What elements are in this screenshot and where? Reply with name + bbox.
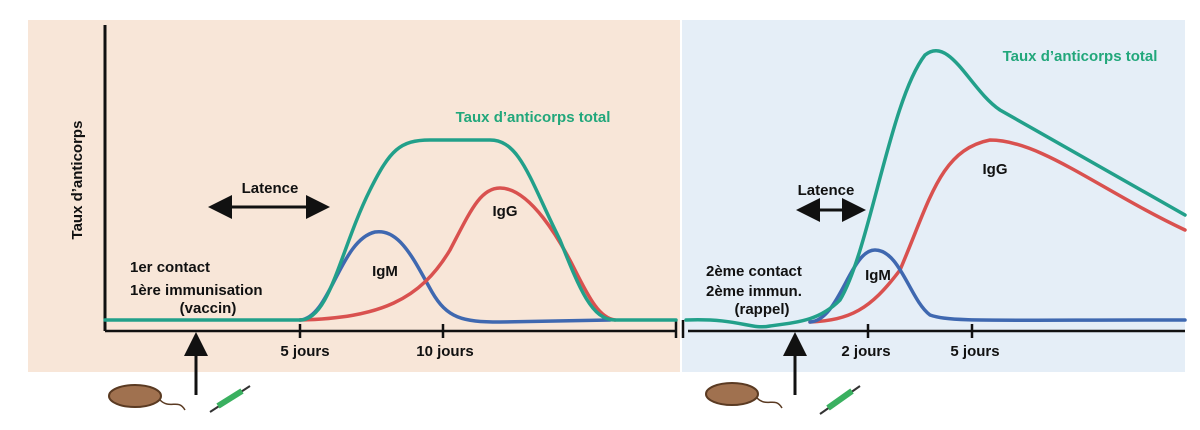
x-tick-label: 2 jours <box>841 343 890 360</box>
x-tick-label: 5 jours <box>280 343 329 360</box>
igg-label: IgG <box>983 161 1008 178</box>
bacterium-icon <box>108 384 186 411</box>
total-curve <box>684 49 1187 329</box>
latency-label: Latence <box>242 180 299 197</box>
syringe-icon <box>819 385 861 415</box>
igm-curve <box>808 248 1187 324</box>
syringe-icon <box>209 385 251 413</box>
bacterium-icon <box>705 382 783 409</box>
x-tick-label: 5 jours <box>950 343 999 360</box>
igg-label: IgG <box>493 203 518 220</box>
igg-curve <box>808 138 1187 324</box>
total-label: Taux d’anticorps total <box>1003 48 1158 65</box>
total-curve <box>103 138 678 322</box>
contact-line: 2ème immun. <box>706 283 802 300</box>
igg-curve <box>298 186 617 322</box>
contact-line: 2ème contact <box>706 263 802 280</box>
secondary-panel <box>682 20 1185 372</box>
latency-label: Latence <box>798 182 855 199</box>
contact-line: 1ère immunisation <box>130 282 263 299</box>
y-axis-label: Taux d’anticorps <box>69 121 86 240</box>
contact-line: (rappel) <box>734 301 789 318</box>
contact-line: (vaccin) <box>180 300 237 317</box>
igm-label: IgM <box>372 263 398 280</box>
contact-line: 1er contact <box>130 259 210 276</box>
x-tick-label: 10 jours <box>416 343 474 360</box>
igm-label: IgM <box>865 267 891 284</box>
tick-marks <box>298 324 974 338</box>
total-label: Taux d’anticorps total <box>456 109 611 126</box>
